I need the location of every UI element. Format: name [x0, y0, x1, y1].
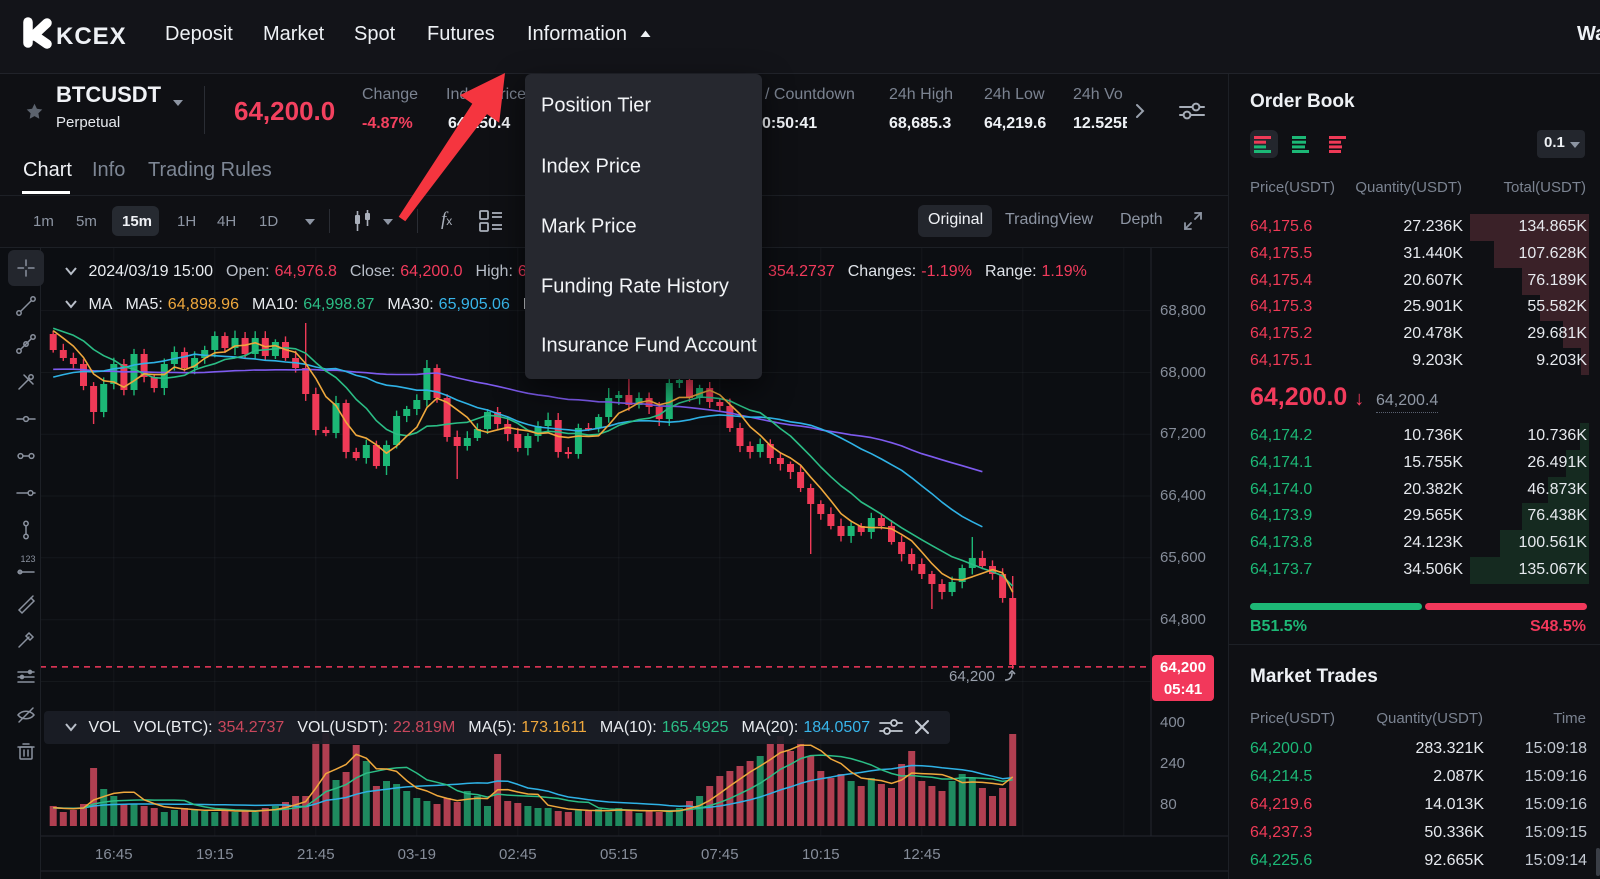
svg-text:123: 123: [20, 554, 35, 564]
